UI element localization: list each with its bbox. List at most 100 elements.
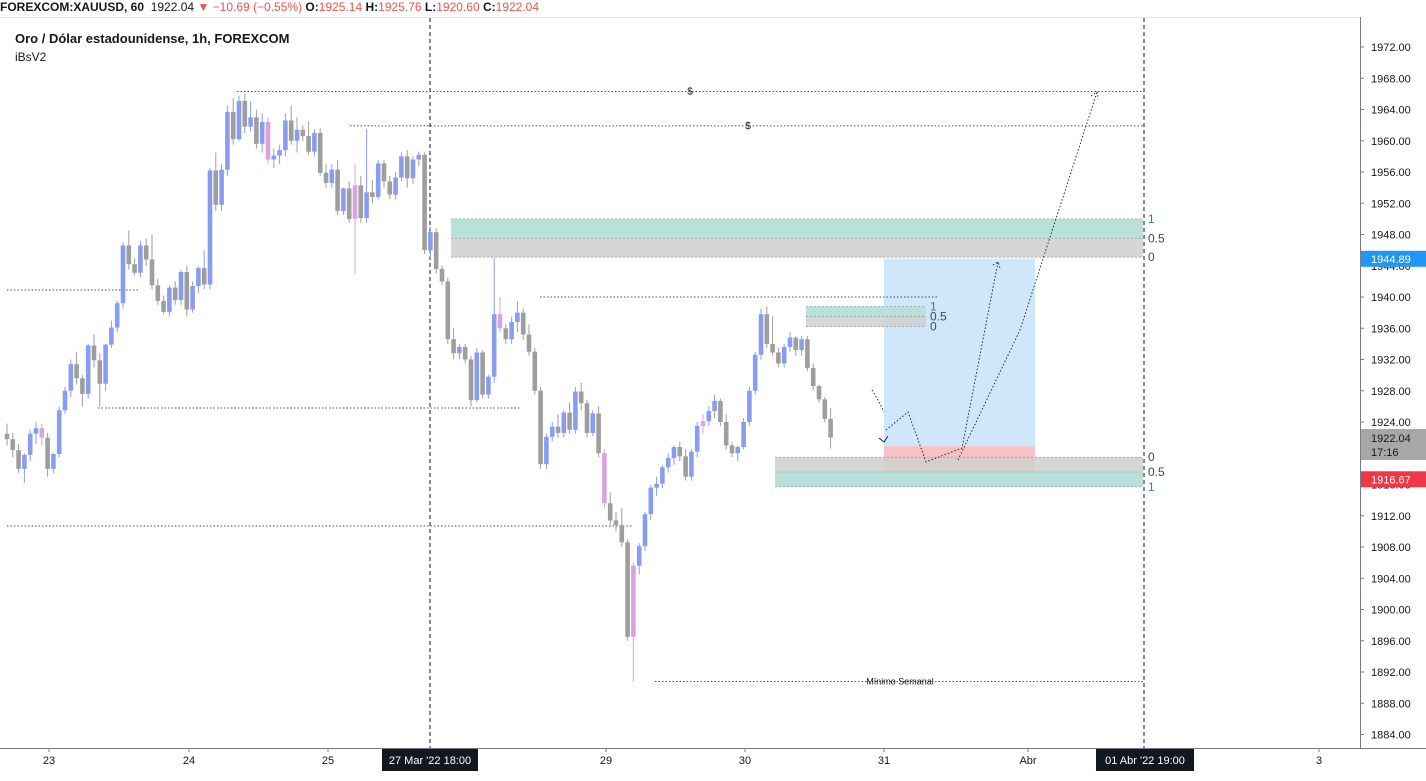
candle-body — [439, 268, 445, 282]
candle-body — [544, 436, 549, 465]
time-axis[interactable]: 23 24 25 29 30 31 Abr 3 27 Mar '22 18:00 01 Abr '… — [0, 748, 1426, 771]
candle-body — [68, 364, 74, 391]
candle-body — [370, 192, 375, 197]
close-label: C: — [482, 0, 496, 14]
candle-body — [462, 347, 468, 360]
candle-body — [312, 132, 317, 152]
candle-body — [787, 337, 793, 347]
zone-demand-upper — [775, 457, 1143, 472]
zone-small-supply-label: 1 — [930, 299, 937, 313]
candle-body — [665, 457, 671, 468]
candle-body — [549, 426, 555, 437]
price-tick-label: 1936.00 — [1371, 323, 1411, 335]
projection-layer — [871, 91, 1099, 463]
symbol-header: FOREXCOM:XAUUSD, 60 1922.04 ▼ −10.69 (−0… — [0, 0, 1426, 16]
candle-body — [735, 447, 741, 454]
zone-small-supply-upper — [806, 306, 926, 317]
time-tick-label: 29 — [600, 755, 612, 767]
candle-body — [74, 364, 79, 379]
candle-body — [416, 154, 422, 160]
high-value: 1925.76 — [378, 0, 422, 14]
candle-body — [822, 399, 828, 419]
candle-body — [201, 268, 207, 285]
candle-body — [85, 345, 91, 394]
candle-body — [590, 413, 596, 433]
price-axis[interactable]: 1972.00 1968.00 1964.00 1960.00 1956.00 1952.… — [1360, 17, 1426, 748]
candle-body — [816, 386, 822, 400]
zone-demand-label: 0.5 — [1148, 465, 1165, 479]
candle-body — [474, 352, 480, 401]
price-tick-label: 1972.00 — [1371, 42, 1411, 54]
candle-body — [457, 347, 462, 354]
candle-body — [648, 487, 654, 515]
candle-body — [393, 177, 398, 195]
chart-title[interactable]: Oro / Dólar estadounidense, 1h, FOREXCOM — [15, 31, 290, 46]
candle-body — [700, 421, 706, 426]
candle-body — [167, 287, 172, 312]
price-axis-bg — [1360, 17, 1426, 748]
candle-body — [97, 360, 103, 384]
crosshair-time-label: 01 Abr '22 19:00 — [1105, 755, 1185, 767]
close-value: 1922.04 — [495, 0, 540, 14]
candle-body — [758, 314, 764, 355]
candle-body — [654, 483, 659, 488]
candle-body — [109, 327, 114, 345]
candle-body — [56, 410, 62, 455]
candle-body — [346, 188, 352, 219]
candle-body — [561, 412, 567, 433]
change-value: −10.69 (−0.55%) — [212, 0, 303, 14]
candle-body — [805, 339, 810, 369]
candle-body — [51, 454, 56, 469]
candle-body — [694, 425, 700, 452]
candle-body — [660, 467, 665, 484]
candle-body — [39, 428, 45, 438]
price-tick-label: 1956.00 — [1371, 167, 1411, 179]
candle-body — [793, 337, 799, 351]
price-tick-label: 1892.00 — [1371, 667, 1411, 679]
time-tick-label: 30 — [739, 755, 751, 767]
zone-small-supply-label: 0.5 — [930, 310, 947, 324]
symbol-label[interactable]: FOREXCOM:XAUUSD, 60 — [0, 0, 145, 14]
zone-small-supply-label: 0 — [930, 320, 937, 334]
current-price-tag-bg — [1361, 429, 1426, 460]
candle-body — [114, 303, 120, 328]
candle-body — [16, 450, 21, 469]
price-tick-label: 1968.00 — [1371, 73, 1411, 85]
candle-body — [225, 111, 230, 170]
candle-body — [10, 439, 16, 451]
candle-body — [752, 354, 758, 391]
countdown-tag: 17:16 — [1371, 447, 1399, 459]
candle-body — [335, 169, 340, 212]
price-tick-label: 1924.00 — [1371, 417, 1411, 429]
candle-body — [677, 447, 683, 457]
candle-body — [683, 456, 688, 477]
zone-demand-label: 0 — [1148, 450, 1155, 464]
candle-body — [283, 120, 288, 151]
price-tick-label: 1952.00 — [1371, 198, 1411, 210]
candle-body — [636, 546, 642, 566]
candle-body — [381, 163, 387, 182]
candle-body — [781, 347, 787, 364]
candle-body — [596, 413, 601, 454]
candle-body — [776, 352, 781, 364]
candle-body — [799, 339, 804, 351]
candle-body — [613, 520, 619, 526]
price-tick-label: 1908.00 — [1371, 542, 1411, 554]
candle-body — [764, 314, 770, 344]
candle-body — [607, 503, 613, 521]
indicator-label[interactable]: iBsV2 — [15, 50, 47, 64]
candle-body — [486, 376, 491, 395]
time-tick-label: 23 — [43, 755, 55, 767]
candle-body — [573, 391, 578, 430]
candle-body — [422, 154, 427, 251]
zone-demand-label: 1 — [1148, 480, 1155, 494]
candle-body — [207, 170, 213, 285]
current-price-tag: 1922.04 — [1371, 433, 1411, 445]
price-tick-label: 1948.00 — [1371, 230, 1411, 242]
candle-body — [138, 245, 143, 273]
candle-body — [149, 259, 155, 286]
high-label: H: — [365, 0, 379, 14]
level-label: Mínimo Semanal — [866, 676, 934, 686]
